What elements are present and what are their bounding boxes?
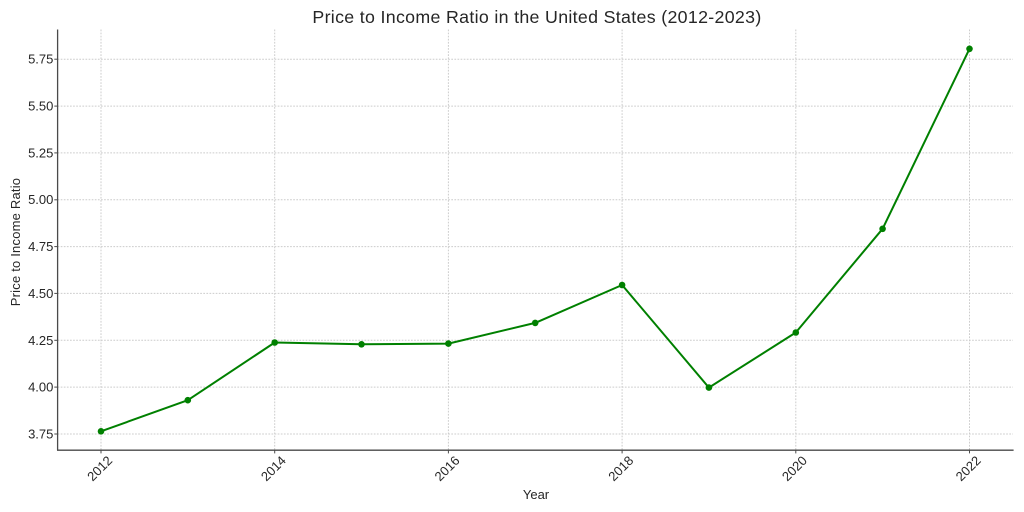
svg-text:Price to Income Ratio in the U: Price to Income Ratio in the United Stat… [312, 7, 761, 27]
svg-text:4.75: 4.75 [28, 239, 53, 254]
svg-text:Year: Year [523, 487, 550, 502]
svg-text:5.75: 5.75 [28, 52, 53, 67]
svg-text:4.50: 4.50 [28, 286, 53, 301]
svg-text:5.00: 5.00 [28, 192, 53, 207]
svg-text:Price to Income Ratio: Price to Income Ratio [8, 178, 23, 306]
svg-text:4.00: 4.00 [28, 380, 53, 395]
svg-text:3.75: 3.75 [28, 426, 53, 441]
svg-text:4.25: 4.25 [28, 333, 53, 348]
svg-text:5.50: 5.50 [28, 99, 53, 114]
svg-text:5.25: 5.25 [28, 145, 53, 160]
